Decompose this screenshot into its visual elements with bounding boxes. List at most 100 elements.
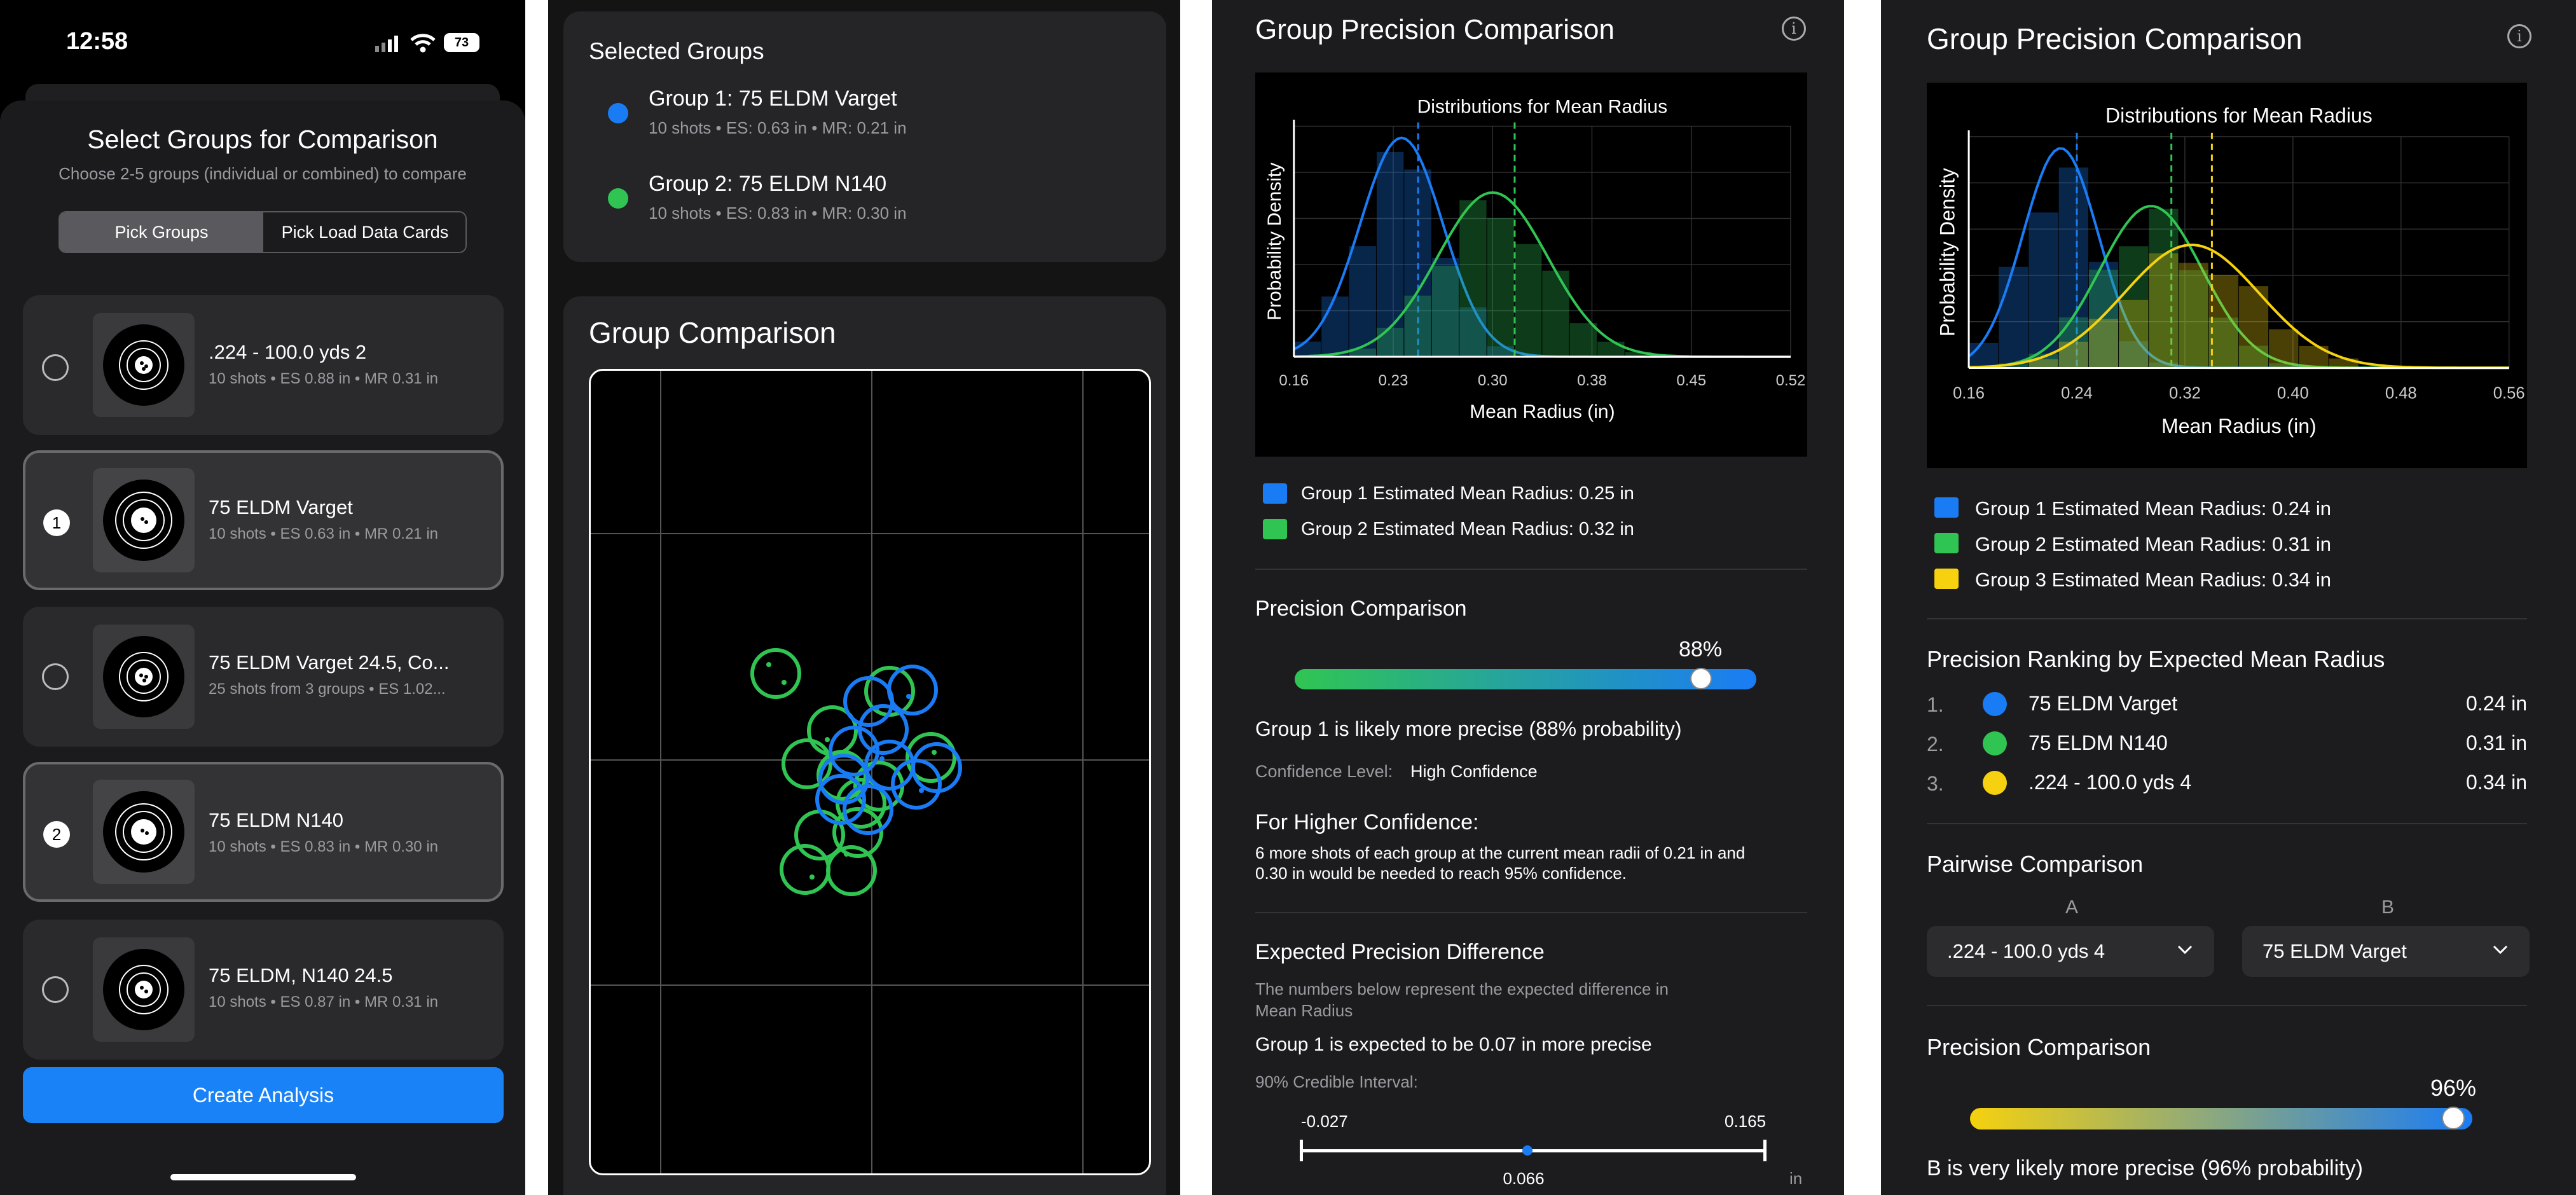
radio-unselected-icon[interactable] (42, 354, 69, 381)
histogram-bar (2058, 342, 2088, 368)
selected-groups-title: Selected Groups (589, 38, 764, 64)
legend-label: Group 1 Estimated Mean Radius: 0.25 in (1301, 483, 1634, 504)
x-axis-label: Mean Radius (in) (2161, 415, 2317, 438)
x-axis-label: Mean Radius (in) (1470, 401, 1615, 422)
histogram-bar (2028, 212, 2058, 368)
home-indicator (170, 1174, 356, 1180)
histogram-bar (1569, 323, 1597, 357)
x-tick-label: 0.48 (2385, 384, 2417, 402)
sheet-title: Select Groups for Comparison (87, 125, 438, 154)
probability-bar (1970, 1107, 2472, 1129)
group-row[interactable]: 75 ELDM, N140 24.5 10 shots • ES 0.87 in… (23, 920, 504, 1060)
segmented-control: Pick Groups Pick Load Data Cards (59, 211, 467, 253)
selected-group-title: Group 1: 75 ELDM Varget (649, 86, 897, 111)
confidence-label: Confidence Level: (1255, 762, 1393, 781)
wifi-icon (410, 33, 436, 53)
x-tick-label: 0.24 (2061, 384, 2093, 402)
interval-high: 0.165 (1725, 1112, 1767, 1131)
histogram-bar (1969, 342, 1999, 368)
radio-unselected-icon[interactable] (42, 663, 69, 690)
histogram-bar (1625, 352, 1652, 357)
status-time: 12:58 (66, 28, 128, 55)
y-axis-label: Probability Density (1936, 168, 1959, 336)
group-comparison-card: Group Comparison (563, 296, 1166, 1195)
probability-knob (1690, 668, 1712, 689)
expected-diff-desc: Mean Radius (1255, 1001, 1353, 1020)
group-title: 75 ELDM Varget (209, 496, 353, 518)
rank-number: 2. (1927, 733, 1944, 756)
histogram-bar (2119, 300, 2149, 368)
group-row[interactable]: .224 - 100.0 yds 2 10 shots • ES 0.88 in… (23, 295, 504, 435)
higher-confidence-text: 6 more shots of each group at the curren… (1255, 843, 1746, 862)
pairwise-a-label: A (2065, 897, 2079, 918)
rank-color-dot (1983, 771, 2007, 795)
create-analysis-button[interactable]: Create Analysis (23, 1067, 504, 1123)
radio-unselected-icon[interactable] (42, 976, 69, 1003)
precision-statement: Group 1 is likely more precise (88% prob… (1255, 717, 1682, 740)
group-meta: 10 shots • ES 0.87 in • MR 0.31 in (209, 993, 438, 1011)
histogram-bar (1459, 307, 1487, 357)
selection-badge[interactable]: 2 (43, 821, 70, 848)
battery-icon: 73 (444, 33, 479, 52)
group-selection-screen: 12:58 73 Select Groups for Comparison Ch… (0, 0, 525, 1195)
selected-groups-card: Selected Groups Group 1: 75 ELDM Varget … (563, 11, 1166, 262)
pairwise-b-select[interactable]: 75 ELDM Varget (2242, 926, 2530, 977)
x-tick-label: 0.23 (1379, 372, 1409, 389)
y-axis-label: Probability Density (1264, 163, 1285, 321)
group-title: 75 ELDM, N140 24.5 (209, 964, 393, 986)
info-icon[interactable]: i (2507, 24, 2531, 48)
legend-swatch-group-1 (1934, 497, 1959, 518)
ranking-title: Precision Ranking by Expected Mean Radiu… (1927, 646, 2385, 672)
group-row-selected[interactable]: 1 75 ELDM Varget 10 shots • ES 0.63 in •… (23, 450, 504, 590)
histogram-bar (1514, 244, 1542, 357)
selection-badge[interactable]: 1 (43, 509, 70, 536)
precision-comparison-3-groups: Group Precision Comparison i 0.16 0.24 0.3… (1881, 0, 2576, 1195)
x-tick-label: 0.38 (1577, 372, 1607, 389)
legend-swatch-group-2 (1263, 519, 1287, 539)
histogram-bar (1459, 200, 1487, 357)
pairwise-a-select[interactable]: .224 - 100.0 yds 4 (1927, 926, 2214, 977)
group-row-selected[interactable]: 2 75 ELDM N140 10 shots • ES 0.83 in • M… (23, 762, 504, 902)
shot-overlay-plot[interactable] (589, 369, 1151, 1175)
histogram-bar (2269, 363, 2299, 368)
higher-confidence-text: 0.30 in would be needed to reach 95% con… (1255, 864, 1627, 883)
interval-cap-right (1763, 1140, 1767, 1161)
group-row[interactable]: 75 ELDM Varget 24.5, Co... 25 shots from… (23, 607, 504, 747)
tab-pick-groups[interactable]: Pick Groups (60, 212, 263, 252)
higher-confidence-title: For Higher Confidence: (1255, 810, 1479, 834)
histogram-bar (2269, 329, 2299, 368)
expected-diff-desc: The numbers below represent the expected… (1255, 979, 1669, 998)
histogram-bar (2119, 246, 2149, 368)
histogram-bar (2179, 270, 2208, 368)
rank-name: 75 ELDM N140 (2028, 731, 2168, 754)
legend-swatch-group-1 (1263, 483, 1287, 504)
distribution-chart-svg: 0.16 0.24 0.32 0.40 0.48 0.56 Distributions fo… (1936, 104, 2525, 438)
x-tick-label: 0.30 (1478, 372, 1508, 389)
histogram-bar (2119, 341, 2149, 368)
histogram-bar (2088, 270, 2119, 368)
interval-unit: in (1789, 1169, 1803, 1188)
histogram-bar (1349, 246, 1376, 357)
tab-pick-load-data-cards[interactable]: Pick Load Data Cards (281, 223, 449, 242)
comparison-screen: Selected Groups Group 1: 75 ELDM Varget … (548, 0, 1180, 1195)
x-tick-label: 0.56 (2493, 384, 2525, 402)
target-thumbnail (93, 468, 195, 572)
chevron-down-icon (2489, 939, 2512, 962)
precision-title: Precision Comparison (1255, 597, 1467, 621)
probability-bar (1295, 668, 1756, 689)
x-tick-label: 0.16 (1953, 384, 1985, 402)
target-thumbnail (93, 780, 195, 884)
rank-value: 0.24 in (2466, 692, 2528, 715)
histogram-bar (1431, 258, 1459, 357)
battery-level: 73 (454, 36, 469, 50)
histogram-bar (1597, 342, 1625, 357)
group-meta: 10 shots • ES 0.88 in • MR 0.31 in (209, 370, 438, 387)
info-icon[interactable]: i (1782, 17, 1806, 41)
sheet-subtitle: Choose 2-5 groups (individual or combine… (59, 164, 467, 183)
histogram-bar (2028, 354, 2058, 368)
divider (1255, 912, 1807, 913)
probability-knob (2442, 1107, 2465, 1129)
interval-mid: 0.066 (1503, 1169, 1545, 1188)
select-value: 75 ELDM Varget (2263, 940, 2407, 962)
target-thumbnail (93, 313, 195, 417)
